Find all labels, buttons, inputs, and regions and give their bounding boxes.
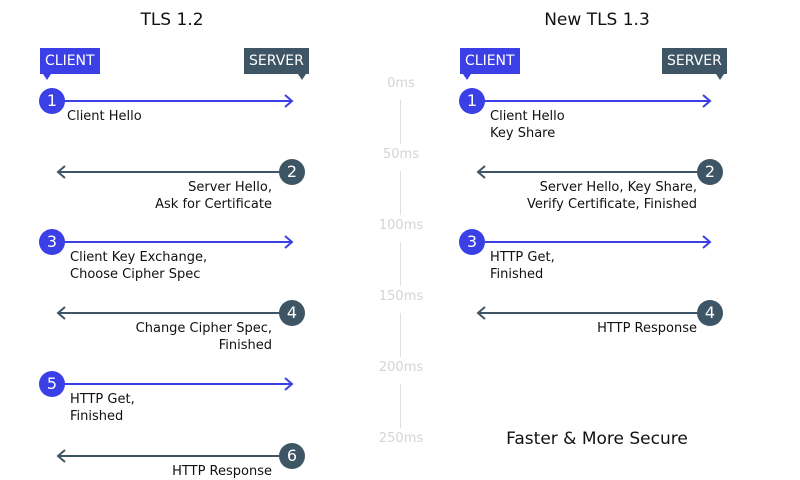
tls13-message-arrow-1 [472,100,710,102]
tls12-step-5-badge: 5 [39,371,65,397]
tls13-title: New TLS 1.3 [544,10,650,30]
tls12-step-2-badge: 2 [279,159,305,185]
tls13-step-4-badge: 4 [697,300,723,326]
arrowhead-icon [702,94,712,108]
tls13-client-tag: CLIENT [460,48,520,80]
timeline-line [400,384,401,428]
timeline-line [400,313,401,357]
tls13-message-arrow-2 [478,171,710,173]
tls12-message-label-3: Client Key Exchange, Choose Cipher Spec [70,250,208,282]
arrowhead-icon [56,306,66,320]
tls13-step-3-badge: 3 [459,229,485,255]
timeline-line [400,100,401,144]
arrowhead-icon [56,165,66,179]
tls13-message-label-1: Client Hello Key Share [490,109,565,141]
tls13-step-2-badge: 2 [697,159,723,185]
tls12-client-tag: CLIENT [40,48,100,80]
timeline-tick-0ms: 0ms [387,76,415,91]
tls12-message-label-2: Server Hello, Ask for Certificate [155,180,272,212]
tls12-step-1-badge: 1 [39,88,65,114]
timeline-tick-100ms: 100ms [378,218,424,233]
tls12-message-label-1: Client Hello [67,109,142,124]
arrowhead-icon [56,449,66,463]
tls12-message-arrow-4 [58,312,292,314]
tls12-message-label-5: HTTP Get, Finished [70,392,135,424]
tls12-message-label-4: Change Cipher Spec, Finished [135,321,272,353]
tls12-server-tag: SERVER [244,48,309,80]
tls13-message-label-3: HTTP Get, Finished [490,250,555,282]
timeline-tick-250ms: 250ms [378,431,424,446]
tls12-message-arrow-6 [58,455,292,457]
tls13-message-arrow-3 [472,241,710,243]
tls13-footer: Faster & More Secure [506,429,688,449]
arrowhead-icon [702,235,712,249]
tls12-step-4-badge: 4 [279,300,305,326]
tls13-message-label-4: HTTP Response [597,321,697,336]
timeline-tick-150ms: 150ms [378,289,424,304]
tls13-message-label-2: Server Hello, Key Share, Verify Certific… [526,180,697,212]
tls12-message-arrow-5 [52,383,292,385]
tls13-server-tag: SERVER [662,48,727,80]
arrowhead-icon [476,306,486,320]
tls12-step-6-badge: 6 [279,443,305,469]
tls13-step-1-badge: 1 [459,88,485,114]
tls12-title: TLS 1.2 [140,10,204,30]
tls12-step-3-badge: 3 [39,229,65,255]
tls12-message-arrow-3 [52,241,292,243]
timeline-tick-50ms: 50ms [383,147,419,162]
tls12-message-arrow-1 [52,100,292,102]
tls12-message-label-6: HTTP Response [172,464,272,479]
arrowhead-icon [284,377,294,391]
tls12-message-arrow-2 [58,171,292,173]
tls13-message-arrow-4 [478,312,710,314]
arrowhead-icon [284,235,294,249]
arrowhead-icon [476,165,486,179]
timeline-tick-200ms: 200ms [378,360,424,375]
timeline-line [400,171,401,215]
arrowhead-icon [284,94,294,108]
timeline-line [400,242,401,286]
